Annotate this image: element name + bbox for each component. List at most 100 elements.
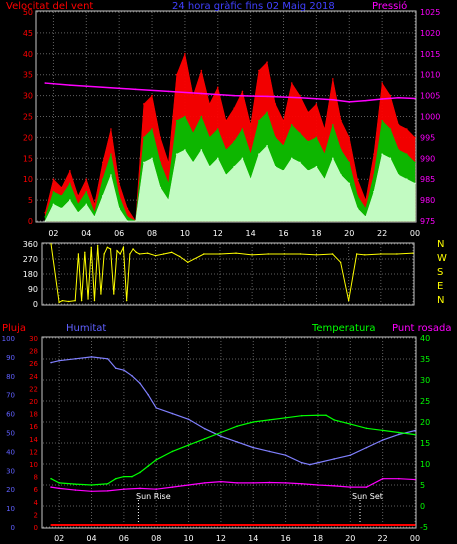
temp-hum-frame	[41, 336, 417, 529]
rain-ytick: 80	[6, 373, 15, 381]
direction-point	[267, 253, 269, 255]
wind-point-gust	[381, 82, 383, 84]
direction-point	[283, 253, 286, 255]
wind-point-gust	[405, 128, 408, 130]
wind-point-average	[348, 161, 351, 164]
temperature-y-axis: -5 0 5 10 15 20 25 30 35 40	[420, 334, 430, 532]
wind-point-gust	[266, 61, 268, 63]
wind-point-low	[44, 220, 47, 222]
series-point-dewpoint	[365, 486, 368, 488]
direction-point	[87, 298, 89, 300]
humidity-ytick: 8	[34, 474, 38, 482]
wind-ytick-right: 990	[420, 154, 435, 163]
series-point-humidity	[220, 435, 222, 438]
wind-point-gust	[258, 69, 260, 72]
series-point-temperature	[317, 414, 319, 417]
wind-point-average	[389, 128, 392, 130]
series-point-temperature	[171, 450, 174, 453]
wind-point-low	[274, 165, 277, 168]
wind-ytick-right: 1020	[420, 29, 440, 38]
wind-point-gust	[233, 107, 236, 109]
temp-hum-xtick: 08	[151, 534, 161, 543]
wind-point-gust	[208, 103, 211, 105]
wind-point-low	[373, 190, 375, 193]
rain-ytick: 0	[11, 524, 15, 532]
wind-xtick: 08	[147, 229, 157, 238]
wind-point-gust	[60, 186, 63, 189]
sunrise-annotation: Sun Rise	[136, 492, 171, 501]
wind-point-average	[266, 111, 268, 114]
wind-point-pressure	[299, 96, 301, 99]
series-point-humidity	[155, 407, 158, 409]
series-point-temperature	[220, 431, 222, 434]
wind-x-axis: 02 04 06 08 10 12 14 16 18 20 22 00	[48, 229, 420, 238]
wind-point-average	[208, 136, 211, 139]
wind-point-gust	[274, 103, 277, 105]
direction-point	[84, 251, 86, 254]
direction-point	[61, 299, 64, 302]
humidity-label: Humitat	[66, 323, 106, 334]
direction-point	[58, 301, 60, 304]
direction-point	[251, 254, 253, 256]
wind-point-gust	[356, 178, 359, 180]
wind-point-pressure	[101, 86, 104, 89]
temp-hum-xtick: 16	[281, 534, 291, 543]
wind-point-gust	[184, 53, 186, 55]
direction-point	[93, 299, 96, 302]
rain-y-axis: 0 10 20 30 40 50 60 70 80 90 100	[2, 335, 15, 532]
series-point-temperature	[139, 471, 141, 474]
humidity-ytick: 10	[29, 461, 38, 469]
wind-series-low	[44, 145, 416, 222]
wind-point-low	[101, 195, 104, 197]
wind-point-gust	[282, 119, 285, 122]
wind-point-average	[159, 161, 162, 164]
direction-point	[96, 244, 99, 247]
wind-point-average	[77, 203, 79, 206]
humidity-ytick: 6	[34, 486, 39, 494]
rain-ytick: 60	[6, 411, 15, 419]
wind-point-average	[101, 178, 104, 180]
wind-point-gust	[299, 94, 301, 97]
wind-point-gust	[126, 207, 129, 210]
series-point-dewpoint	[268, 481, 271, 484]
series-point-temperature	[349, 423, 352, 425]
series-point-dewpoint	[139, 487, 141, 490]
wind-point-low	[241, 157, 244, 160]
wind-point-low	[348, 182, 351, 185]
series-point-humidity	[317, 461, 319, 464]
temp-hum-xtick: 12	[216, 534, 226, 543]
direction-ytick: 0	[33, 300, 38, 309]
temp-hum-grid	[43, 337, 416, 528]
sunset-annotation: Sun Set	[352, 492, 383, 501]
wind-point-gust	[85, 178, 88, 180]
humidity-ytick: 26	[29, 360, 38, 368]
wind-xtick: 00	[410, 229, 420, 238]
direction-point	[80, 299, 83, 302]
wind-point-pressure	[69, 84, 71, 86]
series-point-temperature	[123, 475, 125, 478]
compass-label: N	[437, 239, 444, 250]
wind-point-pressure	[332, 98, 334, 101]
direction-point	[170, 251, 173, 254]
wind-ytick-right: 1000	[420, 113, 440, 122]
humidity-ytick: 14	[29, 436, 38, 444]
wind-ytick-left: 25	[23, 113, 33, 122]
humidity-ytick: 24	[29, 373, 38, 381]
wind-point-low	[175, 153, 178, 155]
wind-point-average	[258, 119, 260, 122]
series-point-humidity	[58, 359, 60, 362]
direction-ytick: 90	[28, 285, 38, 294]
series-point-temperature	[90, 484, 93, 486]
direction-point	[100, 293, 102, 295]
wind-point-average	[143, 136, 145, 139]
wind-ytick-right: 1010	[420, 71, 440, 80]
direction-point	[113, 293, 115, 295]
series-point-humidity	[123, 369, 125, 371]
series-point-humidity	[90, 356, 93, 358]
wind-point-average	[405, 153, 408, 155]
wind-ytick-left: 40	[23, 50, 33, 59]
wind-point-average	[290, 124, 293, 126]
temp-hum-xtick: 20	[345, 534, 355, 543]
series-point-temperature	[131, 475, 133, 478]
